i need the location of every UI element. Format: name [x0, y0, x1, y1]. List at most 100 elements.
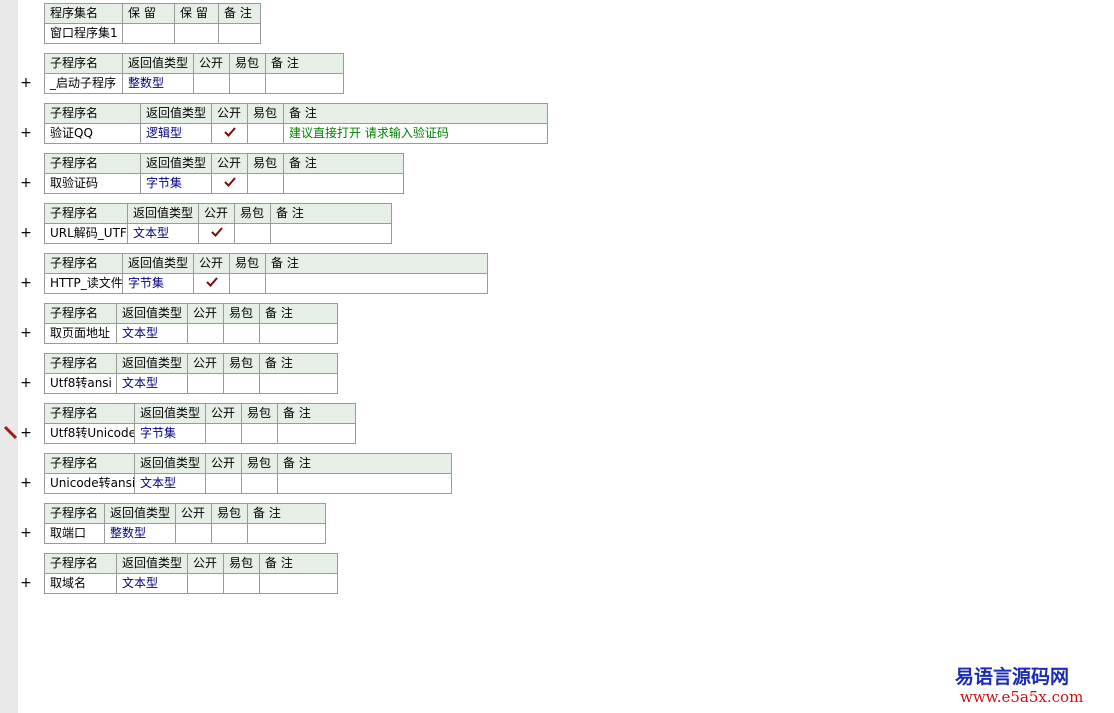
data-row: Utf8转Unicode 字节集: [44, 423, 356, 444]
subprogram-table: 子程序名 返回值类型 公开 易包备 注验证QQ 逻辑型 建议直接打开 请求输入验证码: [44, 103, 548, 144]
data-row: 取域名 文本型: [44, 573, 338, 594]
header-cell: 备 注: [259, 553, 338, 574]
header-cell: 子程序名: [44, 103, 141, 124]
header-cell: 返回值类型: [104, 503, 176, 524]
header-cell: 返回值类型: [134, 403, 206, 424]
subprogram-name: HTTP_读文件: [44, 273, 123, 294]
header-cell: 公开: [193, 253, 230, 274]
header-cell: 返回值类型: [116, 303, 188, 324]
header-row: 子程序名 返回值类型 公开 易包备 注: [44, 353, 338, 374]
header-cell: 公开: [205, 403, 242, 424]
header-cell: 子程序名: [44, 353, 117, 374]
subprogram-table: 子程序名 返回值类型 公开 易包备 注取验证码 字节集: [44, 153, 404, 194]
header-row: 子程序名 返回值类型 公开 易包备 注: [44, 503, 326, 524]
return-type: 文本型: [116, 373, 188, 394]
edit-pencil-icon: [3, 425, 18, 440]
data-row: 取页面地址 文本型: [44, 323, 338, 344]
note: [265, 73, 344, 94]
header-cell: 子程序名: [44, 403, 135, 424]
header-cell: 子程序名: [44, 503, 105, 524]
data-row: Unicode转ansi 文本型: [44, 473, 452, 494]
header-cell: 返回值类型: [122, 53, 194, 74]
header-cell: 公开: [198, 203, 235, 224]
subprogram-table: 子程序名 返回值类型 公开 易包备 注 _启动子程序 整数型: [44, 53, 344, 94]
data-row: HTTP_读文件 字节集: [44, 273, 488, 294]
package-cell: [223, 373, 260, 394]
header-cell: 易包: [223, 553, 260, 574]
note: [277, 473, 452, 494]
note: [259, 573, 338, 594]
header-row: 子程序名 返回值类型 公开 易包备 注: [44, 103, 548, 124]
header-cell: 返回值类型: [140, 153, 212, 174]
header-cell: 易包: [241, 403, 278, 424]
header-cell: 易包: [247, 153, 284, 174]
note: [277, 423, 356, 444]
expand-plus: +: [20, 325, 32, 341]
package-cell: [223, 573, 260, 594]
header-row: 子程序名 返回值类型 公开 易包备 注: [44, 203, 392, 224]
header-cell: 返回值类型: [134, 453, 206, 474]
header-cell: 保 留: [122, 3, 175, 24]
return-type: 文本型: [134, 473, 206, 494]
subprogram-name: 取端口: [44, 523, 105, 544]
subprogram-name: Utf8转ansi: [44, 373, 117, 394]
return-type: 文本型: [116, 573, 188, 594]
expand-plus: +: [20, 175, 32, 191]
header-row: 子程序名 返回值类型 公开 易包备 注: [44, 553, 338, 574]
header-cell: 易包: [241, 453, 278, 474]
subprogram-name: _启动子程序: [44, 73, 123, 94]
note: [283, 173, 404, 194]
data-row: Utf8转ansi 文本型: [44, 373, 338, 394]
return-type: 整数型: [122, 73, 194, 94]
header-cell: 易包: [234, 203, 271, 224]
subprogram-name: Utf8转Unicode: [44, 423, 135, 444]
public-cell: [187, 373, 224, 394]
expand-plus: +: [20, 375, 32, 391]
header-cell: 公开: [187, 353, 224, 374]
watermark-title: 易语言源码网: [955, 666, 1070, 688]
subprogram-name: 取页面地址: [44, 323, 117, 344]
header-cell: 子程序名: [44, 153, 141, 174]
public-check: [223, 127, 236, 137]
public-check: [205, 277, 218, 287]
header-cell: 子程序名: [44, 303, 117, 324]
header-cell: 备 注: [270, 203, 392, 224]
header-cell: 公开: [211, 103, 248, 124]
public-cell: [211, 173, 248, 194]
header-cell: 公开: [175, 503, 212, 524]
subprogram-table: 子程序名 返回值类型 公开 易包备 注取域名 文本型: [44, 553, 338, 594]
expand-plus: +: [20, 125, 32, 141]
subprogram-table: 子程序名 返回值类型 公开 易包备 注 Utf8转ansi 文本型: [44, 353, 338, 394]
public-cell: [211, 123, 248, 144]
return-type: 逻辑型: [140, 123, 212, 144]
note: [259, 323, 338, 344]
data-row: URL解码_UTF8 文本型: [44, 223, 392, 244]
public-cell: [193, 73, 230, 94]
header-row: 子程序名 返回值类型 公开 易包备 注: [44, 453, 452, 474]
expand-plus: +: [20, 525, 32, 541]
expand-plus: +: [20, 225, 32, 241]
data-row: 验证QQ 逻辑型 建议直接打开 请求输入验证码: [44, 123, 548, 144]
public-cell: [187, 573, 224, 594]
header-row: 子程序名 返回值类型 公开 易包备 注: [44, 303, 338, 324]
expand-plus: +: [20, 575, 32, 591]
return-type: 文本型: [116, 323, 188, 344]
data-row: 取验证码 字节集: [44, 173, 404, 194]
assembly-table: 程序集名保 留保 留备 注窗口程序集1: [44, 3, 261, 44]
package-cell: [241, 473, 278, 494]
public-cell: [193, 273, 230, 294]
header-cell: 备 注: [259, 303, 338, 324]
empty-cell: [218, 23, 261, 44]
public-check: [223, 177, 236, 187]
data-row: 窗口程序集1: [44, 23, 261, 44]
header-cell: 子程序名: [44, 203, 128, 224]
note: [270, 223, 392, 244]
note: [247, 523, 326, 544]
data-row: 取端口 整数型: [44, 523, 326, 544]
return-type: 整数型: [104, 523, 176, 544]
package-cell: [229, 73, 266, 94]
header-cell: 备 注: [265, 253, 488, 274]
header-cell: 备 注: [247, 503, 326, 524]
package-cell: [229, 273, 266, 294]
public-cell: [205, 423, 242, 444]
